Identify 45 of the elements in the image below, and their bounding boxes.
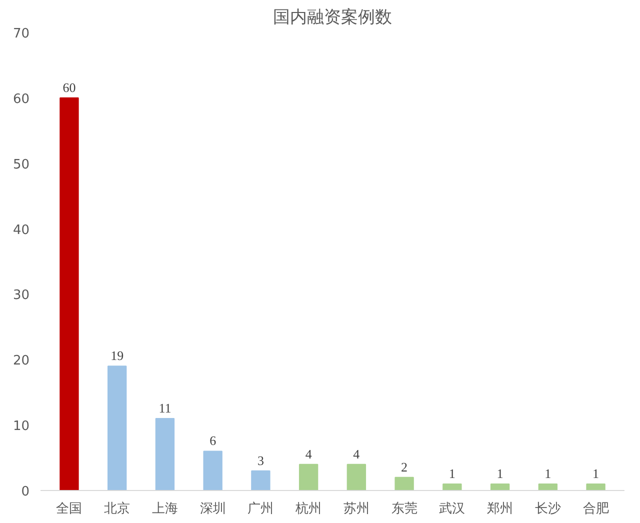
data-label: 1 (496, 466, 504, 481)
y-tick-label: 20 (12, 354, 30, 369)
data-label: 1 (544, 466, 552, 481)
bar (107, 366, 127, 490)
data-label: 1 (592, 466, 600, 481)
x-tick-label: 深圳 (200, 502, 226, 516)
data-label: 11 (158, 400, 172, 416)
bar (538, 483, 558, 490)
chart-title: 国内融资案例数 (273, 8, 392, 28)
x-tick-label: 杭州 (294, 502, 322, 516)
bar (586, 483, 606, 490)
data-label: 1 (448, 466, 456, 481)
y-tick-label: 60 (12, 92, 30, 107)
y-tick-label: 0 (21, 484, 30, 500)
bar (442, 483, 462, 490)
data-label: 4 (305, 446, 312, 462)
data-label: 4 (353, 446, 360, 462)
data-label: 6 (210, 433, 217, 448)
x-tick-label: 全国 (56, 502, 82, 516)
bar (298, 464, 318, 490)
x-tick-label: 合肥 (582, 502, 609, 516)
x-tick-label: 广州 (248, 502, 274, 516)
bar (251, 470, 270, 490)
data-label: 60 (62, 80, 76, 95)
x-tick-label: 北京 (104, 502, 130, 516)
x-tick-label: 苏州 (343, 502, 370, 516)
y-tick-label: 10 (12, 419, 30, 434)
bar (394, 476, 414, 490)
y-tick-label: 30 (12, 288, 30, 304)
data-label: 19 (110, 348, 124, 364)
data-label: 2 (401, 459, 408, 474)
y-tick-label: 50 (12, 157, 30, 172)
x-tick-label: 长沙 (534, 502, 561, 516)
data-label: 3 (257, 452, 264, 468)
bar (346, 464, 366, 490)
x-tick-label: 上海 (152, 502, 178, 516)
bar (155, 418, 175, 490)
bar (203, 450, 222, 490)
bar (490, 483, 510, 490)
y-tick-label: 70 (12, 26, 30, 42)
bar (60, 97, 79, 490)
x-tick-label: 郑州 (487, 502, 514, 516)
x-tick-label: 东莞 (391, 502, 418, 516)
x-tick-label: 武汉 (439, 502, 466, 516)
y-tick-label: 40 (12, 222, 30, 238)
